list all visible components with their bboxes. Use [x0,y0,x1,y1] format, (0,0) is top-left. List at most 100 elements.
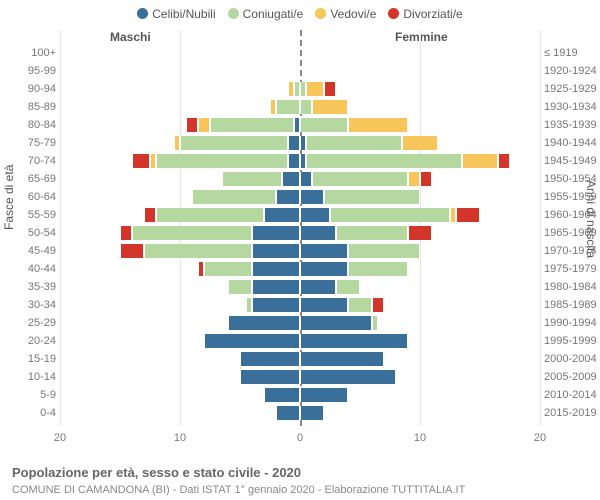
bar-segment [300,262,348,276]
age-label: 75-79 [18,134,56,152]
bar-female [300,334,408,348]
bar-segment [372,298,384,312]
bar-male [198,262,300,276]
bar-segment [300,352,384,366]
bar-male [228,316,300,330]
bar-segment [300,370,396,384]
birth-year-label: 1960-1964 [544,206,600,224]
bar-segment [252,280,300,294]
birth-year-label: 1990-1994 [544,314,600,332]
bar-male [192,190,300,204]
birth-year-label: 1935-1939 [544,116,600,134]
pyramid-row: 45-491970-1974 [60,242,540,260]
bar-male [240,370,300,384]
bar-segment [348,262,408,276]
bar-female [300,388,348,402]
pyramid-row: 40-441975-1979 [60,260,540,278]
bar-male [246,298,300,312]
bar-male [120,226,300,240]
bar-segment [372,316,378,330]
birth-year-label: 2005-2009 [544,368,600,386]
bar-female [300,406,324,420]
bar-segment [300,388,348,402]
bar-female [300,208,480,222]
pyramid-row: 55-591960-1964 [60,206,540,224]
gridline [540,30,541,426]
bar-segment [348,298,372,312]
legend-label: Coniugati/e [243,7,304,21]
age-label: 15-19 [18,350,56,368]
bar-segment [348,118,408,132]
bar-segment [402,136,438,150]
legend-label: Celibi/Nubili [152,7,215,21]
bar-segment [300,298,348,312]
bar-segment [324,82,336,96]
bar-segment [306,136,402,150]
birth-year-label: 1920-1924 [544,62,600,80]
legend-swatch [228,8,239,19]
birth-year-label: ≤ 1919 [544,44,600,62]
bar-segment [144,208,156,222]
legend-label: Divorziati/e [403,7,462,21]
pyramid-row: 85-891930-1934 [60,98,540,116]
bar-segment [156,154,288,168]
pyramid-row: 20-241995-1999 [60,332,540,350]
birth-year-label: 1945-1949 [544,152,600,170]
x-tick-label: 10 [174,432,186,444]
bar-female [300,370,396,384]
age-label: 65-69 [18,170,56,188]
bar-segment [132,226,252,240]
bar-segment [264,388,300,402]
bar-segment [336,280,360,294]
bar-segment [252,298,300,312]
pyramid-row: 35-391980-1984 [60,278,540,296]
bar-segment [300,244,348,258]
pyramid-row: 5-92010-2014 [60,386,540,404]
bar-male [276,406,300,420]
age-label: 50-54 [18,224,56,242]
bar-female [300,100,348,114]
bar-segment [348,244,420,258]
bar-segment [276,190,300,204]
bar-segment [228,280,252,294]
pyramid-row: 90-941925-1929 [60,80,540,98]
y-axis-label-left: Fasce di età [2,165,16,230]
bar-segment [120,244,144,258]
bar-segment [192,190,276,204]
birth-year-label: 1930-1934 [544,98,600,116]
bar-male [228,280,300,294]
bar-segment [300,316,372,330]
bar-segment [462,154,498,168]
bar-segment [336,226,408,240]
bar-segment [222,172,282,186]
pyramid-row: 15-192000-2004 [60,350,540,368]
bar-segment [300,334,408,348]
age-label: 95-99 [18,62,56,80]
bar-segment [204,334,300,348]
bar-segment [300,208,330,222]
bar-segment [498,154,510,168]
bar-segment [180,136,288,150]
pyramid-row: 30-341985-1989 [60,296,540,314]
birth-year-label: 1965-1969 [544,224,600,242]
bar-male [174,136,300,150]
age-label: 80-84 [18,116,56,134]
bar-segment [132,154,150,168]
bar-segment [288,154,300,168]
pyramid-row: 10-142005-2009 [60,368,540,386]
bar-female [300,190,420,204]
bar-segment [276,406,300,420]
pyramid-row: 80-841935-1939 [60,116,540,134]
birth-year-label: 1955-1959 [544,188,600,206]
x-tick-label: 0 [297,432,303,444]
bar-female [300,154,510,168]
birth-year-label: 2010-2014 [544,386,600,404]
birth-year-label: 1975-1979 [544,260,600,278]
bar-segment [282,172,300,186]
bar-segment [312,172,408,186]
bar-female [300,226,432,240]
bar-segment [252,262,300,276]
bar-segment [240,352,300,366]
bar-male [264,388,300,402]
bar-female [300,316,378,330]
